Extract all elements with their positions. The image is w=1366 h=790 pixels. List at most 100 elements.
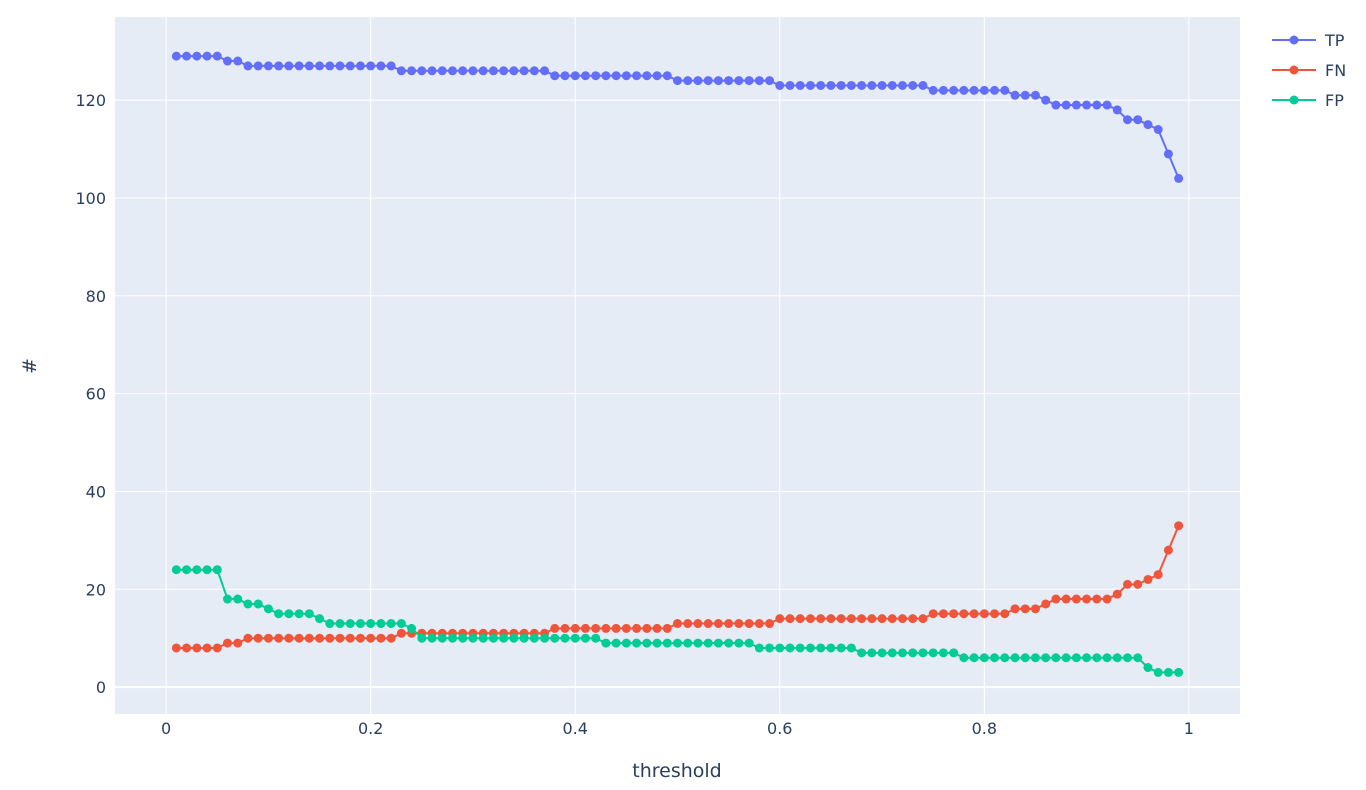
data-point-tp xyxy=(918,80,928,90)
data-point-fn xyxy=(846,614,856,624)
legend-swatch-marker xyxy=(1289,65,1299,75)
data-point-tp xyxy=(724,76,734,86)
data-point-fp xyxy=(437,633,447,643)
legend-item-fp[interactable]: FP xyxy=(1272,91,1344,110)
legend-swatch-marker xyxy=(1289,95,1299,105)
data-point-tp xyxy=(1133,115,1143,125)
data-point-fp xyxy=(601,638,611,648)
data-point-fn xyxy=(1174,521,1184,531)
data-point-fn xyxy=(877,614,887,624)
data-point-tp xyxy=(867,80,877,90)
data-point-fp xyxy=(396,619,406,629)
data-point-fn xyxy=(192,643,202,653)
data-point-fp xyxy=(652,638,662,648)
data-point-fn xyxy=(867,614,877,624)
data-point-fp xyxy=(284,609,294,619)
y-tick-label: 80 xyxy=(86,287,106,306)
data-point-tp xyxy=(652,71,662,81)
data-point-tp xyxy=(795,80,805,90)
x-tick-labels: 0 0.2 0.4 0.6 0.8 1 xyxy=(161,719,1194,738)
data-point-fn xyxy=(274,633,284,643)
data-point-tp xyxy=(580,71,590,81)
legend-swatch-marker xyxy=(1289,35,1299,45)
y-tick-label: 120 xyxy=(75,91,106,110)
series-layer xyxy=(171,51,1184,677)
data-point-tp xyxy=(673,76,682,86)
data-point-tp xyxy=(1041,95,1051,105)
y-axis-title: # xyxy=(19,358,41,374)
legend-label: FN xyxy=(1325,61,1346,80)
data-point-fp xyxy=(867,648,877,658)
data-point-fp xyxy=(407,623,417,633)
data-point-fn xyxy=(938,609,948,619)
data-point-fp xyxy=(754,643,764,653)
data-point-tp xyxy=(857,80,867,90)
data-point-fn xyxy=(805,614,815,624)
data-point-tp xyxy=(284,61,294,71)
data-point-fp xyxy=(468,633,478,643)
data-point-fn xyxy=(703,619,713,629)
data-point-fp xyxy=(1133,653,1143,663)
data-point-fn xyxy=(560,623,570,633)
data-point-fp xyxy=(836,643,846,653)
data-point-fp xyxy=(846,643,856,653)
data-point-fn xyxy=(959,609,969,619)
data-point-fp xyxy=(642,638,652,648)
data-point-fp xyxy=(509,633,519,643)
data-point-fn xyxy=(754,619,764,629)
data-point-fn xyxy=(1010,604,1020,614)
data-point-fn xyxy=(1143,574,1153,584)
data-point-fn xyxy=(591,623,601,633)
data-point-fn xyxy=(325,633,335,643)
data-point-tp xyxy=(591,71,601,81)
data-point-fp xyxy=(662,638,672,648)
x-tick-label: 0.2 xyxy=(358,719,383,738)
data-point-tp xyxy=(540,66,550,76)
data-point-tp xyxy=(990,85,1000,95)
x-tick-label: 0.4 xyxy=(563,719,588,738)
data-point-fp xyxy=(673,638,682,648)
data-point-fn xyxy=(887,614,897,624)
data-point-fp xyxy=(713,638,723,648)
legend-label: FP xyxy=(1325,91,1344,110)
data-point-tp xyxy=(928,85,938,95)
data-point-fp xyxy=(1102,653,1112,663)
data-point-fp xyxy=(898,648,907,658)
data-point-tp xyxy=(1020,90,1030,100)
data-point-tp xyxy=(1174,173,1184,183)
data-point-tp xyxy=(366,61,376,71)
legend-item-fn[interactable]: FN xyxy=(1272,61,1346,80)
data-point-tp xyxy=(1051,100,1061,110)
data-point-fp xyxy=(928,648,938,658)
data-point-tp xyxy=(529,66,539,76)
data-point-fn xyxy=(632,623,642,633)
data-point-fn xyxy=(1051,594,1061,604)
data-point-fn xyxy=(335,633,345,643)
data-point-fn xyxy=(673,619,682,629)
data-point-tp xyxy=(468,66,478,76)
data-point-fp xyxy=(816,643,826,653)
data-point-tp xyxy=(315,61,325,71)
data-point-fn xyxy=(836,614,846,624)
data-point-tp xyxy=(427,66,437,76)
data-point-tp xyxy=(693,76,703,86)
data-point-fp xyxy=(734,638,744,648)
data-point-fp xyxy=(591,633,601,643)
data-point-fp xyxy=(263,604,273,614)
data-point-tp xyxy=(458,66,468,76)
data-point-tp xyxy=(396,66,406,76)
data-point-tp xyxy=(969,85,979,95)
data-point-fp xyxy=(519,633,529,643)
data-point-tp xyxy=(785,80,795,90)
data-point-tp xyxy=(1163,149,1173,159)
data-point-fn xyxy=(765,619,775,629)
data-point-tp xyxy=(519,66,529,76)
data-point-tp xyxy=(642,71,652,81)
data-point-fp xyxy=(877,648,887,658)
data-point-fn xyxy=(396,628,406,638)
grid-lines xyxy=(115,17,1240,714)
data-point-fp xyxy=(611,638,621,648)
data-point-tp xyxy=(611,71,621,81)
legend-item-tp[interactable]: TP xyxy=(1272,31,1345,50)
